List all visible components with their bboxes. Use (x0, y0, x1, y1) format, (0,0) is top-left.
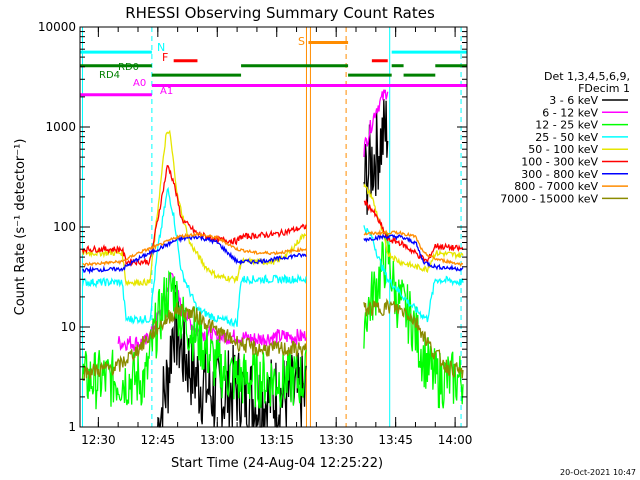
y-tick-label: 10 (61, 320, 76, 334)
series-100-300-kev (81, 164, 464, 267)
state-bars (80, 40, 467, 97)
x-tick-label: 13:00 (200, 433, 235, 447)
flag-labels: N F S RD0 RD4 A0 A1 (99, 35, 305, 97)
flag-rd4: RD4 (99, 70, 120, 81)
x-tick-label: 13:30 (319, 433, 354, 447)
x-tick-label: 12:45 (141, 433, 176, 447)
y-axis-label: Count Rate (s⁻¹ detector⁻¹) (13, 139, 28, 316)
x-tick-label: 12:30 (81, 433, 116, 447)
legend-label-300-800-kev: 300 - 800 keV (521, 168, 598, 181)
chart-title: RHESSI Observing Summary Count Rates (125, 4, 435, 22)
legend-label-800-7000-kev: 800 - 7000 keV (514, 180, 598, 193)
x-tick-label: 14:00 (438, 433, 473, 447)
flag-a0: A0 (133, 78, 146, 89)
y-tick-label: 1000 (45, 120, 76, 134)
series-300-800-kev (82, 233, 464, 275)
series-25-50-kev (81, 186, 464, 329)
legend-label-7000-15000-kev: 7000 - 15000 keV (500, 192, 598, 205)
series-group (81, 89, 464, 428)
legend-label-25-50-kev: 25 - 50 keV (535, 131, 598, 144)
flag-s: S (298, 35, 305, 48)
series-800-7000-kev (82, 229, 464, 268)
legend-label-6-12-kev: 6 - 12 keV (542, 106, 598, 119)
timestamp: 20-Oct-2021 10:47 (560, 468, 636, 477)
flag-a1: A1 (160, 86, 173, 97)
legend-label-12-25-kev: 12 - 25 keV (535, 119, 598, 132)
flag-n: N (157, 41, 165, 54)
series-7000-15000-kev (82, 297, 464, 382)
legend-label-100-300-kev: 100 - 300 keV (521, 156, 598, 169)
x-tick-label: 13:45 (378, 433, 413, 447)
legend-header-line-2: FDecim 1 (578, 82, 630, 95)
legend-header-line-1: Det 1,3,4,5,6,9, (544, 70, 630, 83)
y-tick-label: 10000 (38, 20, 76, 34)
y-tick-label: 100 (53, 220, 76, 234)
x-tick-label: 13:15 (259, 433, 294, 447)
flag-f: F (162, 51, 168, 64)
y-tick-label: 1 (68, 420, 76, 434)
x-axis-label: Start Time (24-Aug-04 12:25:22) (171, 456, 383, 471)
legend-label-3-6-kev: 3 - 6 keV (549, 94, 598, 107)
axes: 1 10 100 1000 10000 12:30 12:45 13:00 13:15 13:30… (38, 20, 473, 447)
flag-rd0: RD0 (118, 62, 139, 73)
legend-label-50-100-kev: 50 - 100 keV (528, 143, 598, 156)
series-6-12-kev (117, 89, 389, 353)
